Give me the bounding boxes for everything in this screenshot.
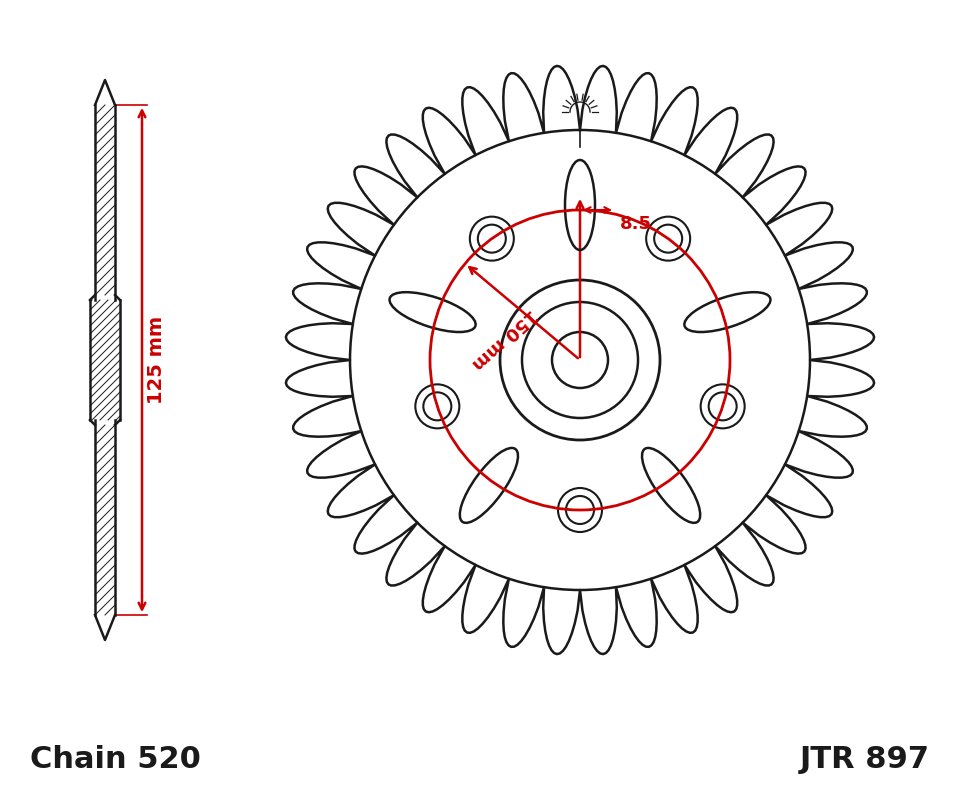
Text: 125 mm: 125 mm: [147, 316, 165, 404]
Text: JTR 897: JTR 897: [800, 746, 930, 775]
Text: Chain 520: Chain 520: [30, 746, 201, 775]
Text: 150 mm: 150 mm: [468, 305, 540, 373]
Text: 8.5: 8.5: [620, 215, 652, 233]
